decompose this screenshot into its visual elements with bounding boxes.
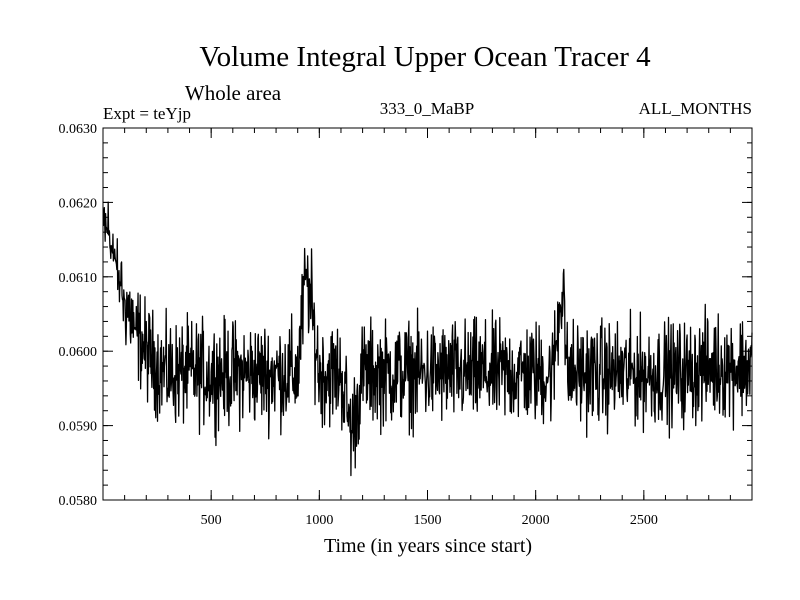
y-axis: 0.0580 0.0590 0.0600 0.0610 0.0620 0.0630 <box>59 122 752 509</box>
header-right-label: ALL_MONTHS <box>639 99 752 118</box>
y-tick-label: 0.0600 <box>59 345 98 360</box>
chart-subtitle: Whole area <box>185 81 282 105</box>
plot-frame <box>102 127 753 501</box>
header-left-label: Expt = teYjp <box>103 104 191 123</box>
series-line <box>102 201 753 477</box>
y-tick-label: 0.0590 <box>59 420 98 435</box>
y-tick-label: 0.0620 <box>59 196 98 211</box>
y-tick-label: 0.0630 <box>59 122 98 137</box>
plot-area <box>102 201 753 477</box>
y-tick-label: 0.0610 <box>59 271 98 286</box>
x-tick-label: 2000 <box>522 513 550 528</box>
x-tick-label: 2500 <box>630 513 658 528</box>
x-tick-label: 1500 <box>414 513 442 528</box>
y-tick-label: 0.0580 <box>59 494 98 509</box>
x-axis-label: Time (in years since start) <box>324 535 532 557</box>
x-axis: 500 1000 1500 2000 2500 <box>124 128 731 528</box>
x-tick-label: 1000 <box>305 513 333 528</box>
header-center-label: 333_0_MaBP <box>380 99 474 118</box>
x-tick-label: 500 <box>201 513 222 528</box>
chart-title: Volume Integral Upper Ocean Tracer 4 <box>199 41 651 73</box>
